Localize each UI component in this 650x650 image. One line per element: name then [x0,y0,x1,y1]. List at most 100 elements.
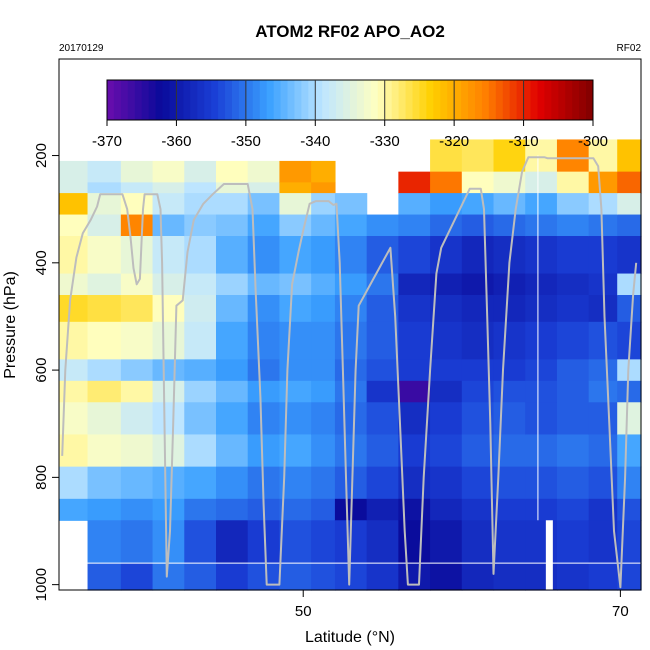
colorbar-swatch [343,80,351,120]
heatmap-cell [588,193,618,216]
heatmap-cell [184,295,217,323]
x-tick-label: 70 [612,603,629,620]
heatmap-cell [334,214,368,237]
colorbar-swatch [565,80,573,120]
heatmap-cell [184,434,217,468]
heatmap-cell [247,182,281,194]
colorbar-swatch [509,80,518,120]
heatmap-cell [59,380,89,403]
colorbar-swatch [447,80,455,120]
heatmap-cell [461,214,495,237]
colorbar-swatch [405,80,413,120]
heatmap-cell [525,295,558,323]
colorbar-swatch [544,80,552,120]
heatmap-cell [279,359,312,382]
heatmap-cell [279,193,312,216]
heatmap-cell [461,402,495,436]
colorbar-swatch [134,80,143,120]
heatmap-cell [617,466,642,500]
heatmap-cell [184,214,217,237]
heatmap-cell [247,563,281,591]
heatmap-cell [216,160,249,183]
heatmap-cell [87,498,122,521]
heatmap-cell [87,402,122,436]
colorbar-swatch [204,80,212,120]
heatmap-cell [556,295,590,323]
heatmap-cell [398,236,431,275]
heatmap-cell [311,434,336,468]
heatmap-cell [430,214,463,237]
heatmap-cell [430,139,463,173]
heatmap-cell [430,321,463,360]
colorbar-swatch [572,80,580,120]
heatmap-cell [334,359,368,382]
heatmap-cell [398,214,431,237]
colorbar-swatch [162,80,170,120]
colorbar-swatch [169,80,177,120]
heatmap-cell [311,380,336,403]
heatmap-cell [184,273,217,296]
heatmap-cell [59,236,89,275]
heatmap-cell [461,466,495,500]
heatmap-cell [617,402,642,436]
heatmap-cell [311,466,336,500]
heatmap-cell [59,498,89,521]
heatmap-cell [617,359,642,382]
heatmap-cell [152,402,185,436]
heatmap-cell [556,321,590,360]
heatmap-cell [366,520,399,564]
colorbar-swatch [398,80,407,120]
heatmap-cell [525,321,558,360]
heatmap-cell [334,402,368,436]
colorbar-swatch [377,80,386,120]
y-tick-label: 1000 [33,568,50,601]
heatmap-cell [334,563,368,591]
colorbar-swatch [211,80,219,120]
heatmap-cell [556,139,590,173]
heatmap-cell [398,380,431,403]
heatmap-cell [152,359,185,382]
heatmap-cell [59,160,89,183]
colorbar-swatch [440,80,448,120]
heatmap-cell [87,295,122,323]
heatmap-cell [87,182,122,194]
heatmap-cell [588,498,618,521]
heatmap-cell [398,273,431,296]
heatmap-cell [87,466,122,500]
heatmap-cell [152,321,185,360]
heatmap-cell [366,236,399,275]
colorbar-swatch [176,80,184,120]
heatmap-cell [120,160,154,183]
heatmap-cell [430,434,463,468]
heatmap-cell [216,402,249,436]
colorbar-swatch [391,80,400,120]
colorbar-swatch [350,80,358,120]
heatmap-cell [556,498,590,521]
colorbar: -370 -360 -350 -340 -330 -320 -310 -300 [92,79,608,150]
heatmap-cell [334,193,368,216]
colorbar-swatch [579,80,587,120]
heatmap-cell [493,321,526,360]
heatmap-cell [617,139,642,173]
heatmap-cell [617,434,642,468]
heatmap-cell [152,182,185,194]
heatmap-cell [247,193,281,216]
plot-frame [58,58,642,591]
heatmap-cell [366,466,399,500]
data-gaps [76,155,641,590]
heatmap-cell [525,498,558,521]
flight-label: RF02 [617,43,642,54]
heatmap-cell [366,273,399,296]
colorbar-swatch [252,80,261,120]
heatmap-cell [461,380,495,403]
heatmap-cell [247,236,281,275]
heatmap-cell [556,402,590,436]
heatmap-cell [216,273,249,296]
heatmap-cell [556,236,590,275]
heatmap-cell [430,466,463,500]
heatmap-cell [334,380,368,403]
heatmap-cell [617,236,642,275]
heatmap-cell [120,321,154,360]
colorbar-swatch [301,80,309,120]
